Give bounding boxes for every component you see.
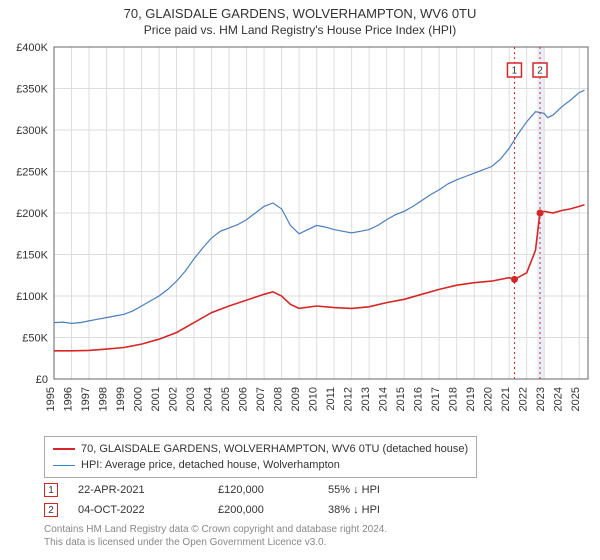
svg-text:£150K: £150K (16, 250, 48, 262)
svg-text:2008: 2008 (273, 387, 285, 411)
footnote: Contains HM Land Registry data © Crown c… (44, 524, 387, 549)
svg-text:2012: 2012 (343, 387, 355, 411)
svg-text:1996: 1996 (63, 387, 75, 411)
svg-text:£100K: £100K (16, 291, 48, 303)
chart-container: 70, GLAISDALE GARDENS, WOLVERHAMPTON, WV… (0, 0, 600, 560)
legend: 70, GLAISDALE GARDENS, WOLVERHAMPTON, WV… (44, 436, 477, 478)
sale-marker-table: 1 22-APR-2021£120,00055% ↓ HPI 2 04-OCT-202… (44, 480, 448, 520)
svg-text:£200K: £200K (16, 208, 48, 220)
svg-text:1995: 1995 (45, 387, 57, 411)
sale-diff: 38% ↓ HPI (328, 504, 448, 516)
svg-text:2016: 2016 (413, 387, 425, 411)
legend-item: 70, GLAISDALE GARDENS, WOLVERHAMPTON, WV… (53, 441, 468, 457)
sale-date: 22-APR-2021 (78, 484, 218, 496)
svg-text:2014: 2014 (378, 387, 390, 411)
svg-text:£400K: £400K (16, 42, 48, 54)
legend-swatch (53, 448, 75, 450)
sale-price: £120,000 (218, 484, 328, 496)
legend-label: HPI: Average price, detached house, Wolv… (81, 459, 340, 471)
sale-marker-badge: 2 (44, 503, 58, 517)
svg-text:2019: 2019 (465, 387, 477, 411)
chart-subtitle: Price paid vs. HM Land Registry's House … (0, 21, 600, 41)
legend-item: HPI: Average price, detached house, Wolv… (53, 457, 468, 473)
sale-marker-row: 1 22-APR-2021£120,00055% ↓ HPI (44, 480, 448, 500)
svg-text:2004: 2004 (203, 387, 215, 411)
svg-text:2025: 2025 (570, 387, 582, 411)
svg-text:2006: 2006 (238, 387, 250, 411)
svg-text:2017: 2017 (430, 387, 442, 411)
svg-text:1997: 1997 (80, 387, 92, 411)
svg-text:2022: 2022 (518, 387, 530, 411)
svg-text:2023: 2023 (535, 387, 547, 411)
svg-text:2010: 2010 (308, 387, 320, 411)
svg-text:2013: 2013 (360, 387, 372, 411)
svg-text:2005: 2005 (220, 387, 232, 411)
sale-date: 04-OCT-2022 (78, 504, 218, 516)
svg-text:2020: 2020 (483, 387, 495, 411)
legend-swatch (53, 465, 75, 466)
svg-text:2001: 2001 (150, 387, 162, 411)
svg-text:£50K: £50K (22, 333, 48, 345)
svg-text:2: 2 (537, 66, 543, 77)
legend-label: 70, GLAISDALE GARDENS, WOLVERHAMPTON, WV… (81, 443, 468, 455)
svg-text:2003: 2003 (185, 387, 197, 411)
sale-price: £200,000 (218, 504, 328, 516)
svg-text:2011: 2011 (325, 387, 337, 411)
footnote-line2: This data is licensed under the Open Gov… (44, 537, 387, 550)
svg-text:1998: 1998 (98, 387, 110, 411)
chart-area: £0 £50K £100K £150K £200K £250K £300K £350K £400… (0, 41, 600, 431)
chart-title: 70, GLAISDALE GARDENS, WOLVERHAMPTON, WV… (0, 0, 600, 21)
svg-text:2018: 2018 (448, 387, 460, 411)
svg-text:2002: 2002 (168, 387, 180, 411)
svg-text:2021: 2021 (500, 387, 512, 411)
svg-text:2007: 2007 (255, 387, 267, 411)
chart-svg: £0 £50K £100K £150K £200K £250K £300K £350K £400… (0, 41, 600, 431)
sale-marker-row: 2 04-OCT-2022£200,00038% ↓ HPI (44, 500, 448, 520)
svg-text:£300K: £300K (16, 125, 48, 137)
svg-text:2009: 2009 (290, 387, 302, 411)
svg-text:£250K: £250K (16, 167, 48, 179)
svg-text:£0: £0 (36, 374, 48, 386)
svg-text:2000: 2000 (133, 387, 145, 411)
svg-text:1: 1 (512, 66, 518, 77)
svg-text:2024: 2024 (553, 387, 565, 411)
footnote-line1: Contains HM Land Registry data © Crown c… (44, 524, 387, 537)
sale-diff: 55% ↓ HPI (328, 484, 448, 496)
sale-marker-badge: 1 (44, 483, 58, 497)
svg-text:2015: 2015 (395, 387, 407, 411)
svg-text:£350K: £350K (16, 84, 48, 96)
svg-text:1999: 1999 (115, 387, 127, 411)
